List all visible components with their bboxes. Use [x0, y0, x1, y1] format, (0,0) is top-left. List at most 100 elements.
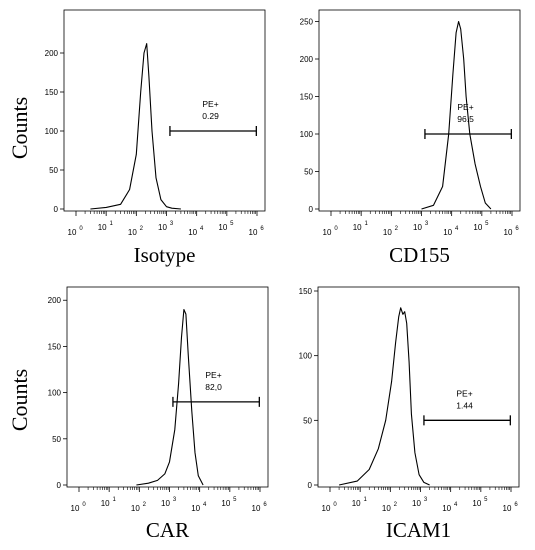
plot-frame [63, 9, 266, 212]
x-tick-label: 10 [191, 504, 200, 513]
x-tick-exponent: 4 [454, 502, 458, 508]
x-tick-label: 10 [443, 228, 452, 237]
x-tick-exponent: 5 [485, 221, 489, 227]
x-tick-label: 10 [218, 223, 227, 232]
y-tick-label: 100 [48, 389, 62, 398]
y-tick-label: 50 [303, 416, 312, 425]
x-tick-exponent: 3 [173, 497, 177, 503]
x-tick-exponent: 5 [233, 497, 237, 503]
gate-value: 82,0 [205, 382, 222, 392]
y-tick-label: 0 [309, 205, 314, 214]
x-tick-exponent: 3 [170, 221, 174, 227]
x-tick-exponent: 6 [514, 502, 518, 508]
x-tick-label: 10 [158, 223, 167, 232]
x-tick-exponent: 4 [455, 226, 459, 232]
plot-frame [318, 9, 521, 212]
x-tick-label: 10 [221, 499, 230, 508]
y-tick-label: 100 [299, 352, 313, 361]
plot-frame [317, 286, 520, 488]
gate-value: 96.5 [457, 114, 474, 124]
y-tick-label: 50 [49, 166, 58, 175]
x-tick-label: 10 [98, 223, 107, 232]
x-tick-label: 10 [71, 504, 80, 513]
gate-label: PE+ [202, 99, 218, 109]
x-tick-exponent: 4 [200, 226, 204, 232]
gate-label: PE+ [457, 102, 473, 112]
x-tick-exponent: 2 [394, 502, 398, 508]
x-tick-label: 10 [68, 228, 77, 237]
y-tick-label: 100 [45, 127, 59, 136]
x-tick-label: 10 [252, 504, 261, 513]
x-tick-label: 10 [382, 504, 391, 513]
x-tick-label: 10 [101, 499, 110, 508]
y-tick-label: 200 [48, 296, 62, 305]
x-tick-label: 10 [442, 504, 451, 513]
x-tick-exponent: 1 [112, 497, 116, 503]
x-tick-exponent: 4 [203, 502, 207, 508]
x-tick-exponent: 0 [333, 502, 337, 508]
x-tick-exponent: 3 [424, 497, 428, 503]
y-tick-label: 250 [300, 18, 314, 27]
x-tick-exponent: 0 [334, 226, 338, 232]
y-tick-label: 100 [300, 130, 314, 139]
histogram-line [90, 43, 181, 210]
x-tick-label: 10 [249, 228, 258, 237]
x-tick-exponent: 6 [263, 502, 267, 508]
x-tick-exponent: 0 [79, 226, 83, 232]
x-tick-label: 10 [412, 499, 421, 508]
panel-xlabel: CD155 [389, 243, 450, 267]
x-tick-exponent: 1 [363, 497, 367, 503]
x-tick-exponent: 1 [364, 221, 368, 227]
y-tick-label: 150 [300, 93, 314, 102]
y-tick-label: 200 [300, 55, 314, 64]
x-tick-exponent: 5 [484, 497, 488, 503]
gate-label: PE+ [205, 370, 221, 380]
x-tick-label: 10 [383, 228, 392, 237]
x-tick-label: 10 [472, 499, 481, 508]
x-tick-exponent: 2 [140, 226, 144, 232]
y-tick-label: 200 [45, 49, 59, 58]
gate-value: 1.44 [456, 400, 473, 410]
row-label-bottom: Counts [7, 369, 32, 431]
histogram-line [338, 307, 430, 486]
x-tick-label: 10 [353, 223, 362, 232]
x-tick-exponent: 6 [515, 226, 519, 232]
x-tick-label: 10 [352, 499, 361, 508]
x-tick-label: 10 [188, 228, 197, 237]
histogram-line [136, 308, 204, 486]
x-tick-label: 10 [473, 223, 482, 232]
panel-xlabel: ICAM1 [386, 518, 451, 542]
row-label-top: Counts [7, 97, 32, 159]
x-tick-label: 10 [504, 228, 513, 237]
x-tick-label: 10 [323, 228, 332, 237]
y-tick-label: 0 [54, 205, 59, 214]
panel-xlabel: Isotype [134, 243, 196, 267]
x-tick-label: 10 [413, 223, 422, 232]
x-tick-exponent: 5 [230, 221, 234, 227]
x-tick-label: 10 [128, 228, 137, 237]
y-tick-label: 150 [299, 287, 313, 296]
panel-xlabel: CAR [146, 518, 189, 542]
plot-frame [66, 286, 269, 488]
y-tick-label: 0 [57, 481, 62, 490]
x-tick-label: 10 [161, 499, 170, 508]
y-tick-label: 50 [52, 435, 61, 444]
y-tick-label: 50 [304, 168, 313, 177]
x-tick-exponent: 3 [425, 221, 429, 227]
histogram-line [421, 20, 492, 210]
x-tick-exponent: 6 [260, 226, 264, 232]
y-tick-label: 150 [45, 88, 59, 97]
x-tick-label: 10 [322, 504, 331, 513]
x-tick-exponent: 1 [109, 221, 113, 227]
gate-label: PE+ [456, 388, 472, 398]
gate-value: 0.29 [202, 111, 219, 121]
y-tick-label: 0 [308, 481, 313, 490]
x-tick-exponent: 2 [143, 502, 147, 508]
x-tick-exponent: 0 [82, 502, 86, 508]
y-tick-label: 150 [48, 342, 62, 351]
